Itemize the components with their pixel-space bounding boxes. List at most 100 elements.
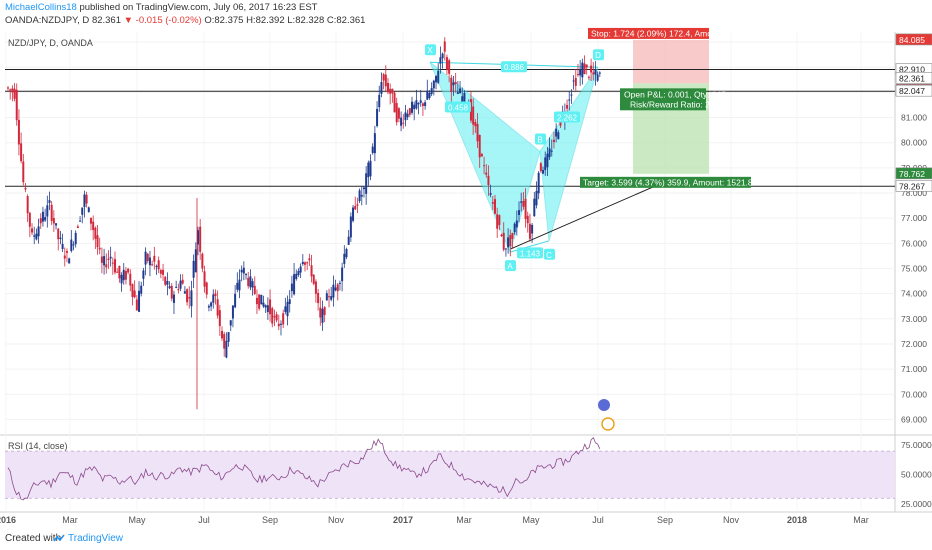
candle-body (229, 320, 232, 326)
time-tick-label: Mar (456, 515, 472, 525)
candle-body (476, 123, 479, 142)
time-tick-label: 2018 (787, 515, 807, 525)
candle-body (234, 293, 237, 308)
tradingview-brand[interactable]: TradingView (68, 533, 124, 544)
candle-body (452, 82, 455, 86)
candle-body (518, 210, 521, 215)
candle-body (286, 301, 289, 317)
candle-body (201, 253, 204, 269)
candle-body (424, 102, 427, 106)
time-tick-label: May (522, 515, 540, 525)
candle-body (441, 53, 444, 59)
candle-body (531, 224, 534, 234)
candle-body (576, 74, 579, 76)
candle-body (463, 92, 466, 103)
stop-box-text: Stop: 1.724 (2.09%) 172.4, Amount: 750.0… (591, 28, 755, 38)
price-axis-tag-text: 78.762 (899, 169, 925, 179)
time-tick-label: Mar (62, 515, 78, 525)
candle-body (537, 172, 540, 194)
ratio-label: 1.143 (520, 249, 541, 258)
price-tick-label: 72.000 (901, 339, 927, 349)
rsi-band (5, 451, 895, 499)
candle-body (127, 268, 130, 273)
time-tick-label: Jul (198, 515, 210, 525)
candle-body (179, 280, 182, 289)
candle-body (587, 76, 590, 78)
candle-body (168, 286, 171, 289)
candle-body (533, 198, 536, 217)
rsi-title: RSI (14, close) (8, 441, 68, 451)
footer: Created with TradingView (0, 528, 932, 550)
candle-body (260, 294, 263, 305)
candle-body (493, 199, 496, 214)
ratio-badge (445, 101, 471, 113)
candle-body (581, 62, 584, 78)
support-trendline (510, 179, 669, 250)
candle-body (282, 313, 285, 325)
price-axis-tag-text: 78.267 (899, 181, 925, 191)
candle-body (105, 264, 108, 268)
ratio-badge (501, 61, 527, 73)
author-link[interactable]: MichaelCollins18 (5, 2, 77, 13)
candle-body (94, 227, 97, 239)
candle-body (456, 92, 459, 94)
candle-body (542, 170, 545, 174)
price-tick-label: 76.000 (901, 238, 927, 248)
candle-body (118, 265, 121, 279)
candle-body (124, 271, 127, 280)
candle-body (430, 88, 433, 94)
candle-body (218, 310, 221, 327)
candle-body (194, 249, 197, 272)
candle-body (596, 74, 599, 81)
candle-body (133, 290, 136, 298)
pattern-point-label: C (546, 251, 552, 260)
candle-body (264, 305, 267, 308)
candle-body (253, 285, 256, 294)
time-tick-label: Jul (592, 515, 604, 525)
candle-body (55, 223, 58, 226)
candle-body (37, 226, 40, 237)
ratio-label: 0.886 (504, 63, 525, 72)
event-icon-flag (598, 399, 610, 411)
time-tick-label: 2017 (393, 515, 413, 525)
candle-body (140, 285, 143, 294)
target-box-text: Target: 3.599 (4.37%) 359.9, Amount: 152… (583, 177, 758, 187)
candle-body (186, 289, 189, 303)
candle-body (70, 239, 73, 251)
rsi-tick-label: 25.0000 (901, 499, 932, 509)
candle-body (231, 305, 234, 319)
candle-body (406, 113, 409, 118)
price-change: ▼ -0.015 (-0.02%) (123, 15, 202, 26)
candle-body (190, 290, 193, 307)
ratio-badge (554, 111, 580, 123)
time-tick-label: 2016 (0, 515, 16, 525)
candle-body (483, 165, 486, 167)
candle-body (321, 308, 324, 323)
candle-body (526, 215, 529, 224)
candle-body (393, 92, 396, 113)
time-tick-label: Sep (262, 515, 278, 525)
candle-body (103, 256, 106, 266)
price-tick-label: 81.000 (901, 113, 927, 123)
candle-body (151, 264, 154, 266)
time-tick-label: Mar (853, 515, 869, 525)
candle-body (44, 217, 47, 221)
high-value: H:82.392 (246, 15, 285, 26)
candle-body (491, 202, 494, 204)
candle-body (85, 194, 88, 204)
candle-body (205, 282, 208, 295)
ratio-badge (517, 247, 543, 259)
candle-body (408, 108, 411, 115)
time-tick-label: May (128, 515, 146, 525)
candle-body (594, 69, 597, 75)
price-axis-tag-text: 82.910 (899, 64, 925, 74)
candle-body (478, 134, 481, 158)
time-tick-label: Nov (723, 515, 740, 525)
candle-body (583, 63, 586, 75)
candle-body (395, 103, 398, 123)
candle-body (221, 331, 224, 339)
candle-body (539, 163, 542, 172)
symbol-label: OANDA:NZDJPY, D (5, 15, 90, 26)
candle-body (98, 247, 101, 250)
